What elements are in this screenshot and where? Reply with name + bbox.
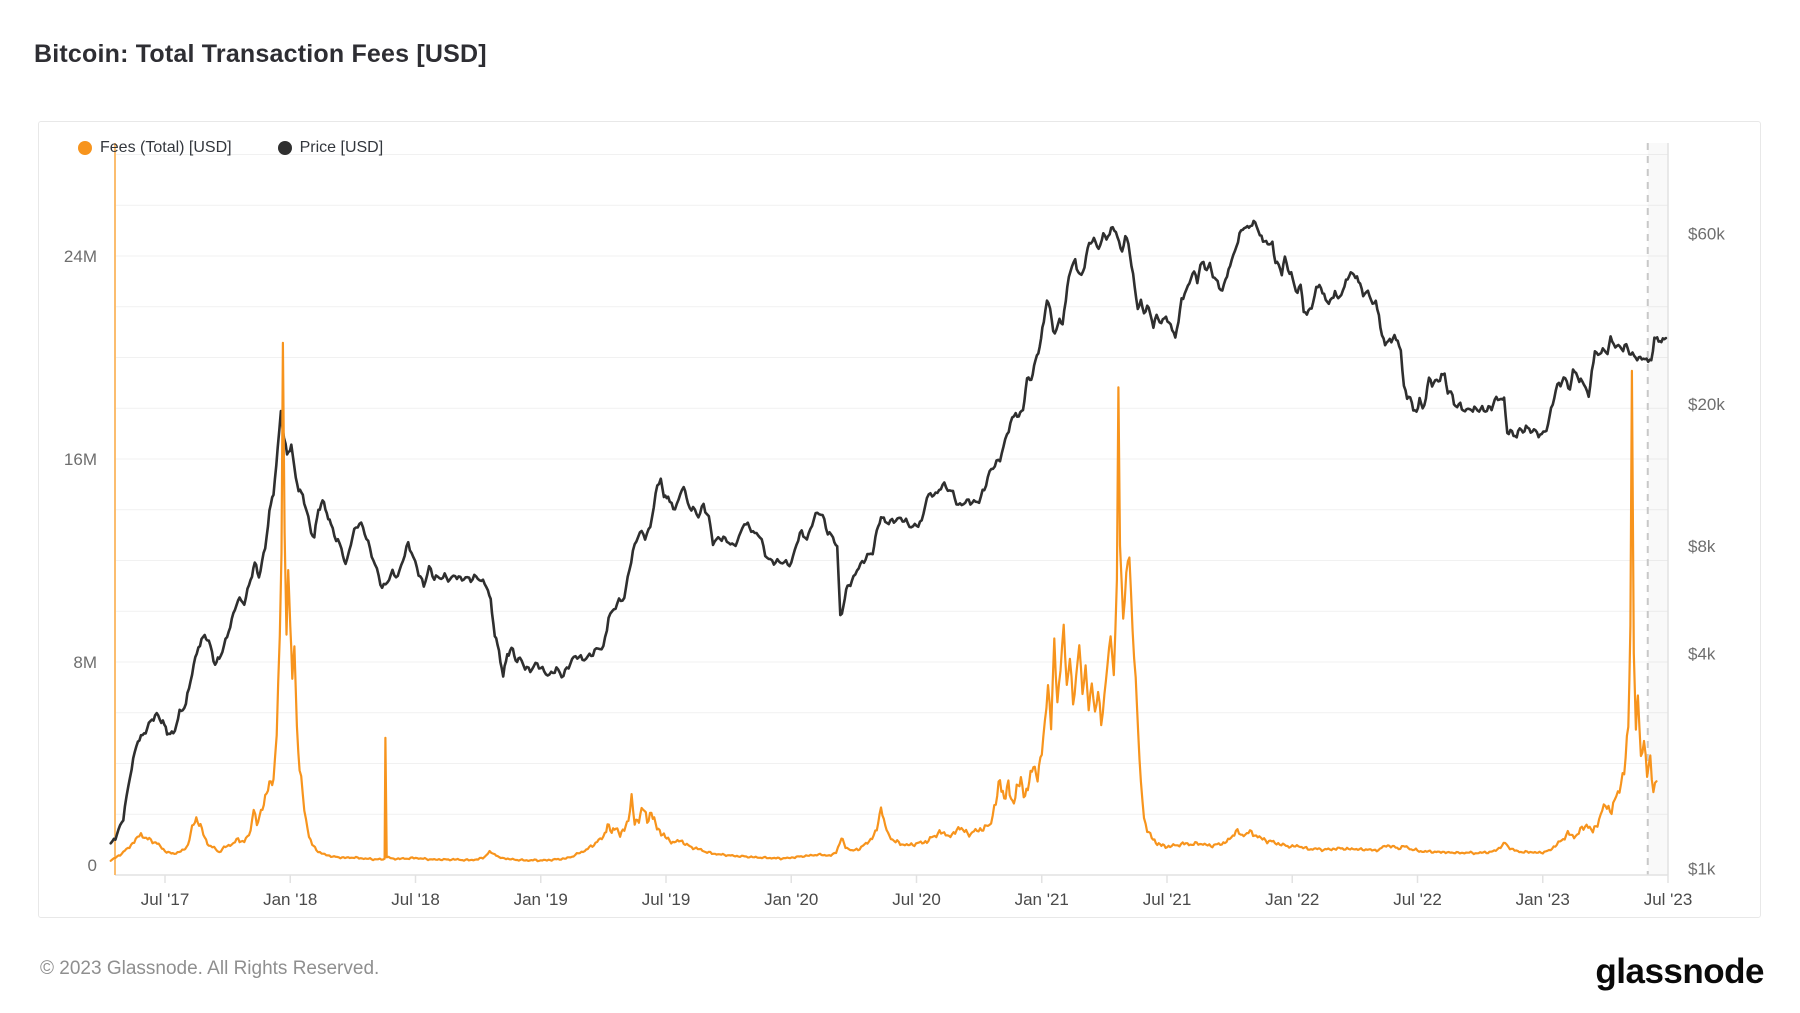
x-tick-label: Jan '22 xyxy=(1265,890,1319,909)
x-tick-label: Jan '18 xyxy=(263,890,317,909)
fees-series-dot-icon xyxy=(78,141,92,155)
x-tick-label: Jul '21 xyxy=(1143,890,1192,909)
page-title: Bitcoin: Total Transaction Fees [USD] xyxy=(34,40,487,68)
x-tick-label: Jan '19 xyxy=(514,890,568,909)
legend-item-fees[interactable]: Fees (Total) [USD] xyxy=(78,139,232,157)
legend-item-price[interactable]: Price [USD] xyxy=(277,139,384,157)
footer-copyright: © 2023 Glassnode. All Rights Reserved. xyxy=(40,958,380,979)
x-tick-label: Jul '22 xyxy=(1393,890,1442,909)
x-tick-label: Jan '21 xyxy=(1015,890,1069,909)
y-left-tick-label: 16M xyxy=(64,450,97,469)
legend-label-fees: Fees (Total) [USD] xyxy=(100,139,232,156)
plot-area[interactable] xyxy=(115,143,1668,875)
y-right-tick-label: $8k xyxy=(1688,537,1716,556)
chart-card xyxy=(38,121,1761,918)
y-left-tick-label: 24M xyxy=(64,247,97,266)
legend-label-price: Price [USD] xyxy=(299,139,384,156)
x-tick-label: Jul '18 xyxy=(391,890,440,909)
plot-borders xyxy=(114,143,1669,876)
x-tick-label: Jul '23 xyxy=(1644,890,1693,909)
y-right-tick-label: $20k xyxy=(1688,395,1725,414)
x-tick-label: Jan '20 xyxy=(764,890,818,909)
glassnode-logo: glassnode xyxy=(1595,952,1764,991)
x-tick-label: Jul '17 xyxy=(141,890,190,909)
y-right-tick-label: $60k xyxy=(1688,225,1725,244)
y-left-tick-label: 8M xyxy=(73,653,97,672)
incomplete-data-band xyxy=(1647,143,1668,875)
chart-legend: Fees (Total) [USD] Price [USD] xyxy=(78,139,383,157)
x-tick-label: Jan '23 xyxy=(1516,890,1570,909)
x-tick-label: Jul '20 xyxy=(892,890,941,909)
y-left-tick-label: 0 xyxy=(88,856,97,875)
y-right-tick-label: $4k xyxy=(1688,645,1716,664)
y-right-tick-label: $1k xyxy=(1688,859,1716,878)
x-tick-label: Jul '19 xyxy=(642,890,691,909)
price-series-dot-icon xyxy=(277,141,292,155)
price-series-line xyxy=(109,219,1668,845)
axis-labels: 0 8M 16M 24M $1k $4k $8k $20k $60k Jul '17 Jan '18… xyxy=(64,225,1725,909)
fees-series-line xyxy=(109,341,1658,863)
